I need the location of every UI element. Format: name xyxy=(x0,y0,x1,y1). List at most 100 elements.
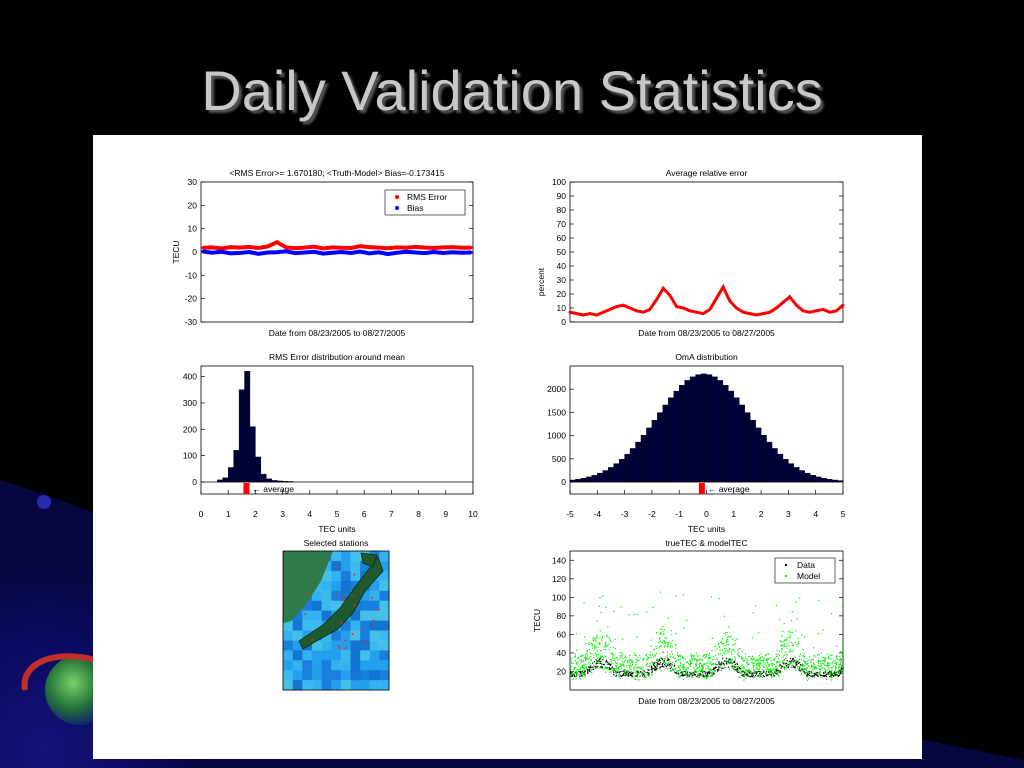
data-point xyxy=(661,665,664,667)
model-point xyxy=(680,654,682,657)
model-point xyxy=(640,666,642,668)
model-point xyxy=(721,641,723,643)
model-point xyxy=(767,668,770,671)
data-point xyxy=(790,660,793,662)
model-point xyxy=(661,641,663,643)
model-point xyxy=(662,625,664,628)
model-point xyxy=(659,633,661,635)
model-point xyxy=(746,661,748,663)
data-point xyxy=(663,666,665,668)
data-point xyxy=(803,671,805,673)
model-point xyxy=(643,659,645,661)
data-point xyxy=(591,662,594,664)
y-tick-label: 0 xyxy=(561,477,566,487)
model-point xyxy=(774,669,777,671)
model-point xyxy=(842,670,844,672)
x-tick-label: 10 xyxy=(468,509,478,519)
model-point xyxy=(621,654,623,656)
model-point xyxy=(804,657,806,659)
data-point xyxy=(284,249,288,253)
data-point xyxy=(714,296,718,300)
model-point xyxy=(826,653,828,655)
model-point xyxy=(627,661,629,663)
x-tick-label: -1 xyxy=(675,509,683,519)
model-point xyxy=(624,655,627,657)
model-point xyxy=(720,667,723,669)
model-point xyxy=(595,652,597,654)
data-point xyxy=(601,663,603,665)
histogram-bar xyxy=(749,420,756,483)
data-point xyxy=(659,662,662,664)
model-point xyxy=(592,647,594,649)
model-point xyxy=(686,673,689,675)
model-point xyxy=(692,677,694,679)
histogram-bar xyxy=(744,412,751,483)
data-point xyxy=(588,666,590,668)
model-point xyxy=(636,613,638,615)
model-point xyxy=(613,655,615,657)
model-point xyxy=(743,668,745,670)
model-point xyxy=(585,658,587,660)
model-point xyxy=(688,675,690,678)
data-point xyxy=(632,671,634,674)
data-point xyxy=(795,661,798,663)
data-point xyxy=(777,669,779,671)
data-point xyxy=(609,663,612,666)
map-cell xyxy=(292,670,303,681)
model-point xyxy=(817,661,819,663)
model-point xyxy=(577,670,580,673)
model-point xyxy=(817,633,820,635)
model-point xyxy=(646,611,648,613)
model-point xyxy=(631,664,633,666)
map-cell xyxy=(283,660,294,671)
model-point xyxy=(812,662,815,665)
model-point xyxy=(733,643,735,645)
data-point xyxy=(613,674,615,676)
data-point xyxy=(655,668,658,670)
y-tick-label: 20 xyxy=(188,200,198,210)
model-point xyxy=(592,667,594,669)
map-cell xyxy=(379,650,390,661)
model-point xyxy=(775,604,778,606)
model-point xyxy=(741,656,743,658)
model-point xyxy=(693,659,695,661)
data-point xyxy=(655,298,659,302)
model-point xyxy=(667,664,669,667)
model-point xyxy=(836,674,838,676)
model-point xyxy=(578,673,581,675)
model-point xyxy=(788,665,790,667)
map-cell xyxy=(360,680,371,691)
model-point xyxy=(725,644,727,646)
model-point xyxy=(822,656,824,659)
figure-panel: <RMS Error>= 1.670180; <Truth-Model> Bia… xyxy=(93,135,922,759)
data-point xyxy=(589,667,591,669)
histogram-bar xyxy=(586,476,593,483)
model-point xyxy=(593,644,596,646)
model-point xyxy=(689,660,692,662)
histogram-bar xyxy=(782,459,789,483)
model-point xyxy=(696,661,698,663)
data-point xyxy=(631,675,633,677)
model-point xyxy=(830,658,832,660)
map-cell xyxy=(331,660,342,671)
model-point xyxy=(738,655,740,658)
data-point xyxy=(591,667,593,669)
model-point xyxy=(681,657,684,659)
model-point xyxy=(822,662,824,665)
model-point xyxy=(830,671,832,673)
data-point xyxy=(729,658,731,660)
data-point xyxy=(643,673,645,675)
model-point xyxy=(647,656,649,658)
model-point xyxy=(684,669,686,671)
data-point xyxy=(774,672,776,674)
model-point xyxy=(805,663,807,665)
model-point xyxy=(819,673,821,675)
data-point xyxy=(247,250,251,254)
model-point xyxy=(838,668,840,671)
model-point xyxy=(589,644,591,646)
data-point xyxy=(822,675,824,677)
model-point xyxy=(615,671,617,673)
y-tick-label: 500 xyxy=(552,454,566,464)
model-point xyxy=(606,636,608,638)
model-point xyxy=(789,636,792,639)
